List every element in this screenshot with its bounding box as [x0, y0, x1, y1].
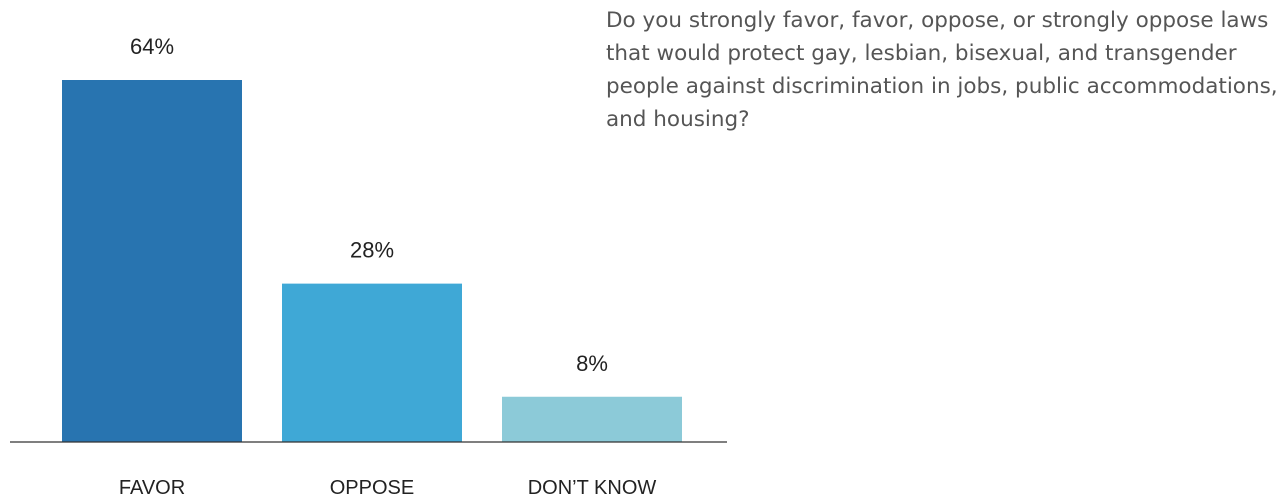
bar-favor: [62, 80, 242, 442]
bar-chart: 64% 28% 8% FAVOR OPPOSE DON’T KNOW: [10, 34, 727, 499]
bar-oppose: [282, 283, 462, 442]
survey-question: Do you strongly favor, favor, oppose, or…: [606, 8, 1278, 132]
tick-labels-layer: FAVOR OPPOSE DON’T KNOW: [119, 477, 657, 499]
value-label-don-t-know: 8%: [576, 351, 608, 376]
value-labels-layer: 64% 28% 8%: [130, 34, 608, 376]
bars-layer: [62, 80, 682, 442]
value-label-oppose: 28%: [350, 238, 394, 263]
tick-label-don-t-know: DON’T KNOW: [528, 477, 657, 499]
tick-label-favor: FAVOR: [119, 477, 185, 499]
tick-label-oppose: OPPOSE: [330, 477, 414, 499]
value-label-favor: 64%: [130, 34, 174, 59]
bar-don-t-know: [502, 396, 682, 442]
